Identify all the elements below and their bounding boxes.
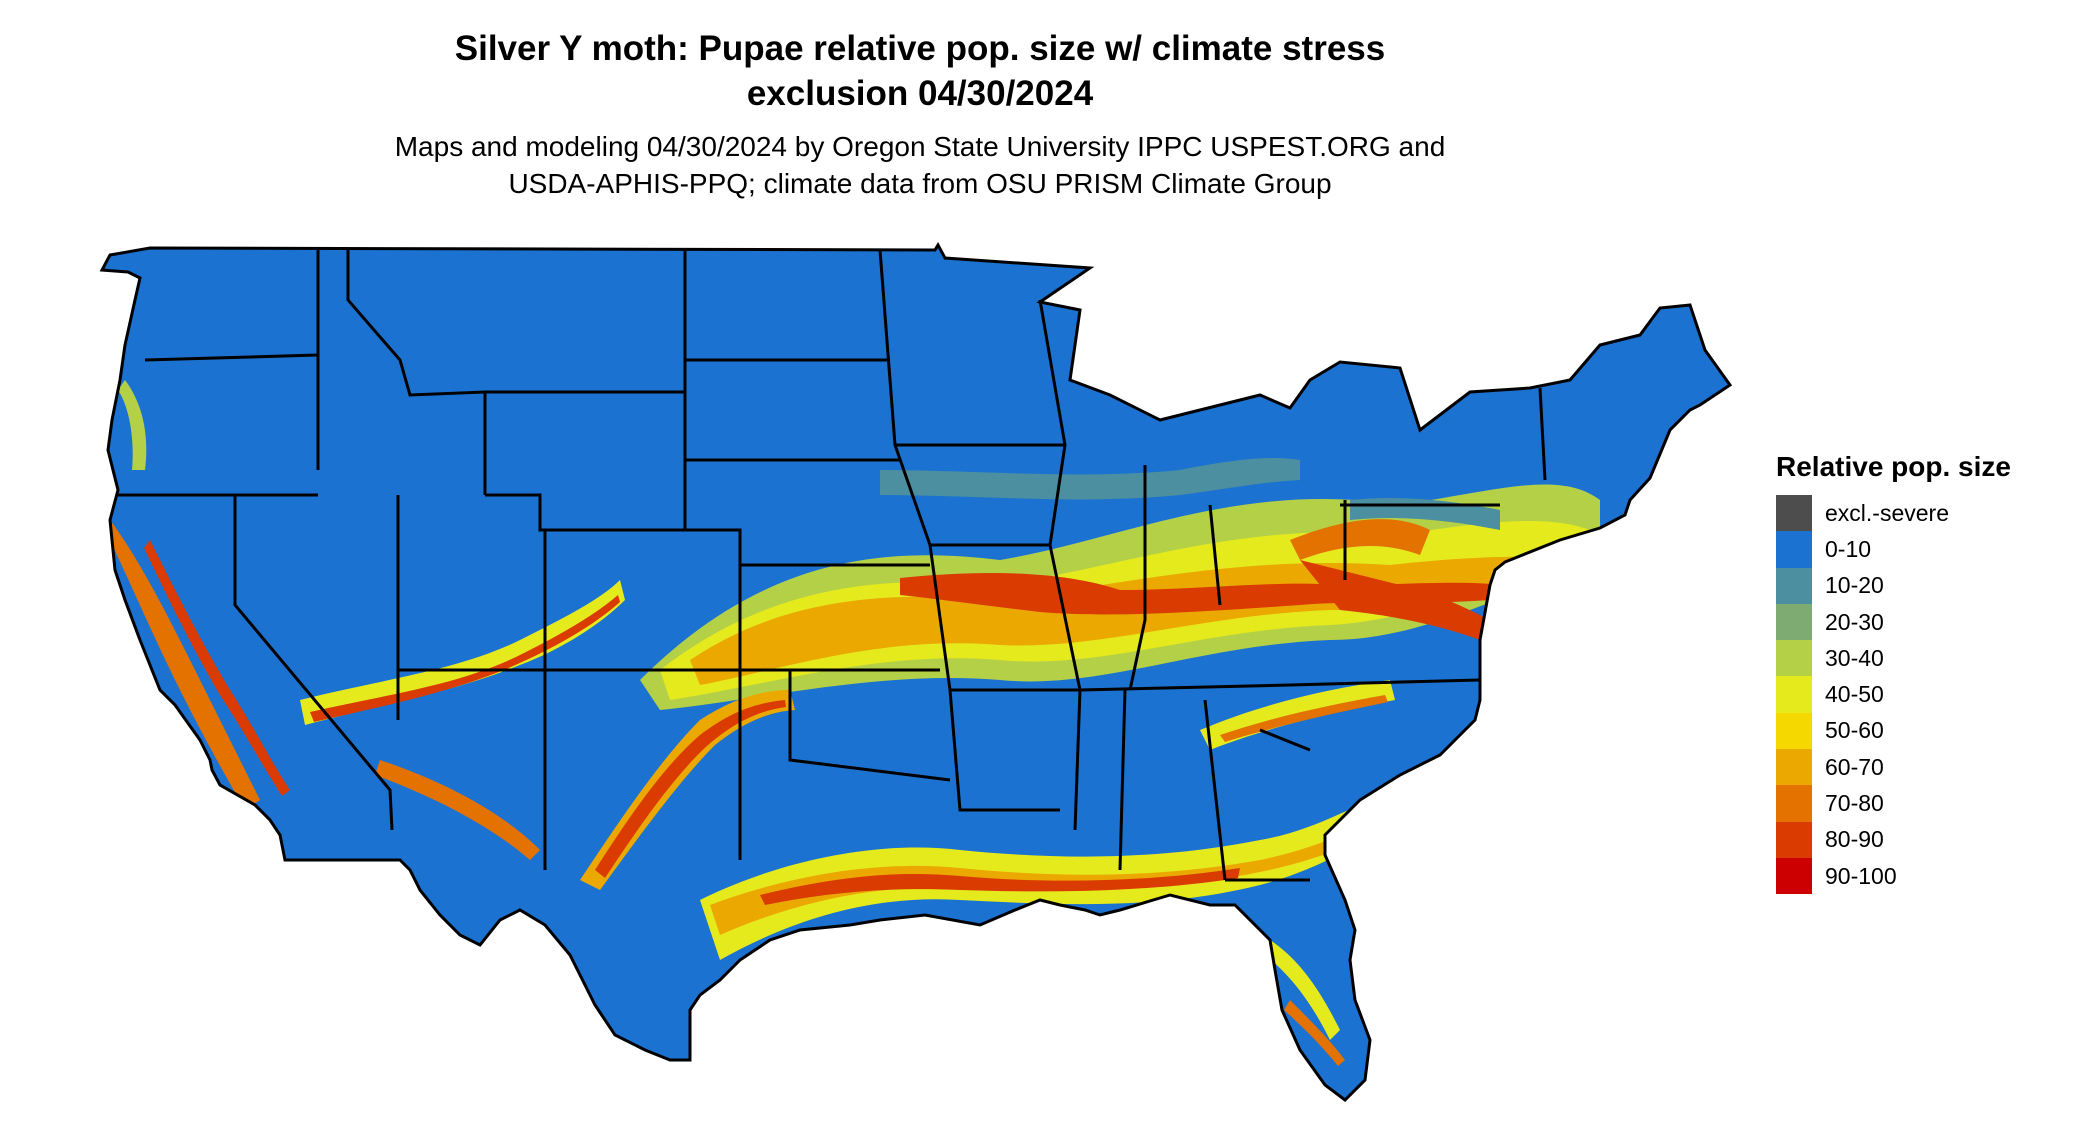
legend-label: 30-40 <box>1825 644 1884 671</box>
state-borders <box>118 249 1547 882</box>
legend-label: 80-90 <box>1825 826 1884 853</box>
legend-swatch <box>1776 603 1812 641</box>
border-il-in <box>1128 465 1147 691</box>
legend-item: excl.-severe <box>1776 495 2011 532</box>
us-map <box>100 243 1732 1102</box>
band-south-80-90 <box>760 868 1240 905</box>
legend-item: 20-30 <box>1776 603 2011 641</box>
band-florida-70-80 <box>1284 1000 1345 1066</box>
border-ok-tx <box>788 670 951 782</box>
map-subtitle: Maps and modeling 04/30/2024 by Oregon S… <box>0 128 1840 202</box>
legend-swatch <box>1776 640 1812 677</box>
legend-item: 70-80 <box>1776 785 2011 822</box>
border-id-mt <box>346 250 487 495</box>
legend-swatch <box>1776 567 1812 604</box>
legend-label: 90-100 <box>1825 862 1897 889</box>
band-southwest-80-90 <box>595 700 786 878</box>
legend-swatch <box>1776 749 1812 786</box>
legend-item: 30-40 <box>1776 640 2011 677</box>
border-ms-al <box>1118 689 1127 871</box>
band-basin-40-50 <box>300 580 625 725</box>
band-central-80-90 <box>900 573 1500 615</box>
border-ca-nv <box>233 495 394 831</box>
legend-swatch <box>1776 785 1812 822</box>
legend-label: 70-80 <box>1825 790 1884 817</box>
map-subtitle-line-1: Maps and modeling 04/30/2024 by Oregon S… <box>394 131 1446 162</box>
band-virginia-70-80 <box>1290 519 1430 560</box>
border-wi-il-ms <box>1038 299 1082 831</box>
legend-label: 10-20 <box>1825 572 1884 599</box>
band-virginia-80-90 <box>1300 560 1490 640</box>
legend-items: excl.-severe 0-10 10-20 20-30 30-40 40-50 50-6… <box>1776 495 2011 895</box>
legend-item: 60-70 <box>1776 749 2011 786</box>
map-subtitle-line-2: USDA-APHIS-PPQ; climate data from OSU PR… <box>508 168 1332 199</box>
band-south-texas-70-80 <box>800 998 880 1060</box>
band-arizona-70-80 <box>375 760 540 860</box>
legend-item: 40-50 <box>1776 676 2011 713</box>
legend-swatch <box>1776 821 1812 858</box>
border-in-oh <box>1208 504 1222 606</box>
legend-label: 50-60 <box>1825 717 1884 744</box>
band-north-10-20 <box>880 458 1300 500</box>
legend-label: excl.-severe <box>1825 499 1949 526</box>
band-basin-80-90 <box>310 595 620 722</box>
legend-item: 80-90 <box>1776 821 2011 858</box>
legend-item: 0-10 <box>1776 531 2011 568</box>
legend-swatch <box>1776 857 1812 895</box>
map-title: Silver Y moth: Pupae relative pop. size … <box>0 26 1840 116</box>
population-bands <box>105 380 1600 1066</box>
legend-swatch <box>1776 495 1812 532</box>
border-ar-la <box>948 689 1060 812</box>
border-nc-sc <box>1259 728 1311 752</box>
band-california-80-90 <box>144 540 290 796</box>
legend-item: 10-20 <box>1776 567 2011 604</box>
legend-label: 60-70 <box>1825 753 1884 780</box>
legend-swatch <box>1776 531 1812 568</box>
map-title-line-2: exclusion 04/30/2024 <box>746 74 1094 113</box>
legend-label: 40-50 <box>1825 681 1884 708</box>
legend: Relative pop. size excl.-severe 0-10 10-20… <box>1776 450 2011 895</box>
border-ny-vt <box>1538 387 1547 481</box>
band-south-60-70 <box>710 815 1395 935</box>
legend-item: 50-60 <box>1776 712 2011 750</box>
border-mn-ia-mo <box>878 249 952 691</box>
border-tn-ky <box>1079 678 1481 692</box>
legend-item: 90-100 <box>1776 857 2011 895</box>
band-florida-40-50 <box>1265 940 1340 1040</box>
legend-title: Relative pop. size <box>1776 451 2011 482</box>
legend-label: 0-10 <box>1825 535 1872 562</box>
band-southwest-60-70 <box>580 690 795 890</box>
legend-label: 20-30 <box>1825 608 1884 635</box>
border-al-ga <box>1203 699 1227 881</box>
band-california-70-80 <box>105 520 260 810</box>
border-wy-ut-co <box>485 493 740 532</box>
map-title-line-1: Silver Y moth: Pupae relative pop. size … <box>454 29 1386 68</box>
border-wa-or <box>144 353 319 362</box>
legend-swatch <box>1776 676 1812 713</box>
legend-swatch <box>1776 712 1812 750</box>
border-mt-nd-sd <box>683 250 742 860</box>
patch-oregon-coast <box>118 380 147 470</box>
